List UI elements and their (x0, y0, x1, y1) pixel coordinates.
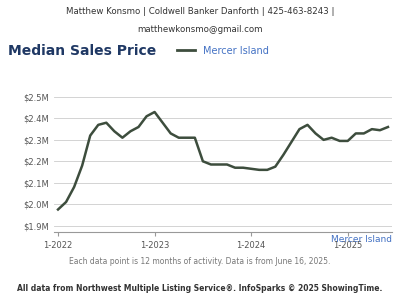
Text: Matthew Konsmo | Coldwell Banker Danforth | 425-463-8243 |: Matthew Konsmo | Coldwell Banker Danfort… (66, 8, 334, 16)
Text: Median Sales Price: Median Sales Price (8, 44, 156, 58)
Text: All data from Northwest Multiple Listing Service®. InfoSparks © 2025 ShowingTime: All data from Northwest Multiple Listing… (17, 284, 383, 293)
Legend: Mercer Island: Mercer Island (174, 42, 272, 60)
Text: Each data point is 12 months of activity. Data is from June 16, 2025.: Each data point is 12 months of activity… (69, 257, 331, 266)
Text: matthewkonsmo@gmail.com: matthewkonsmo@gmail.com (137, 26, 263, 34)
Text: Mercer Island: Mercer Island (331, 235, 392, 244)
